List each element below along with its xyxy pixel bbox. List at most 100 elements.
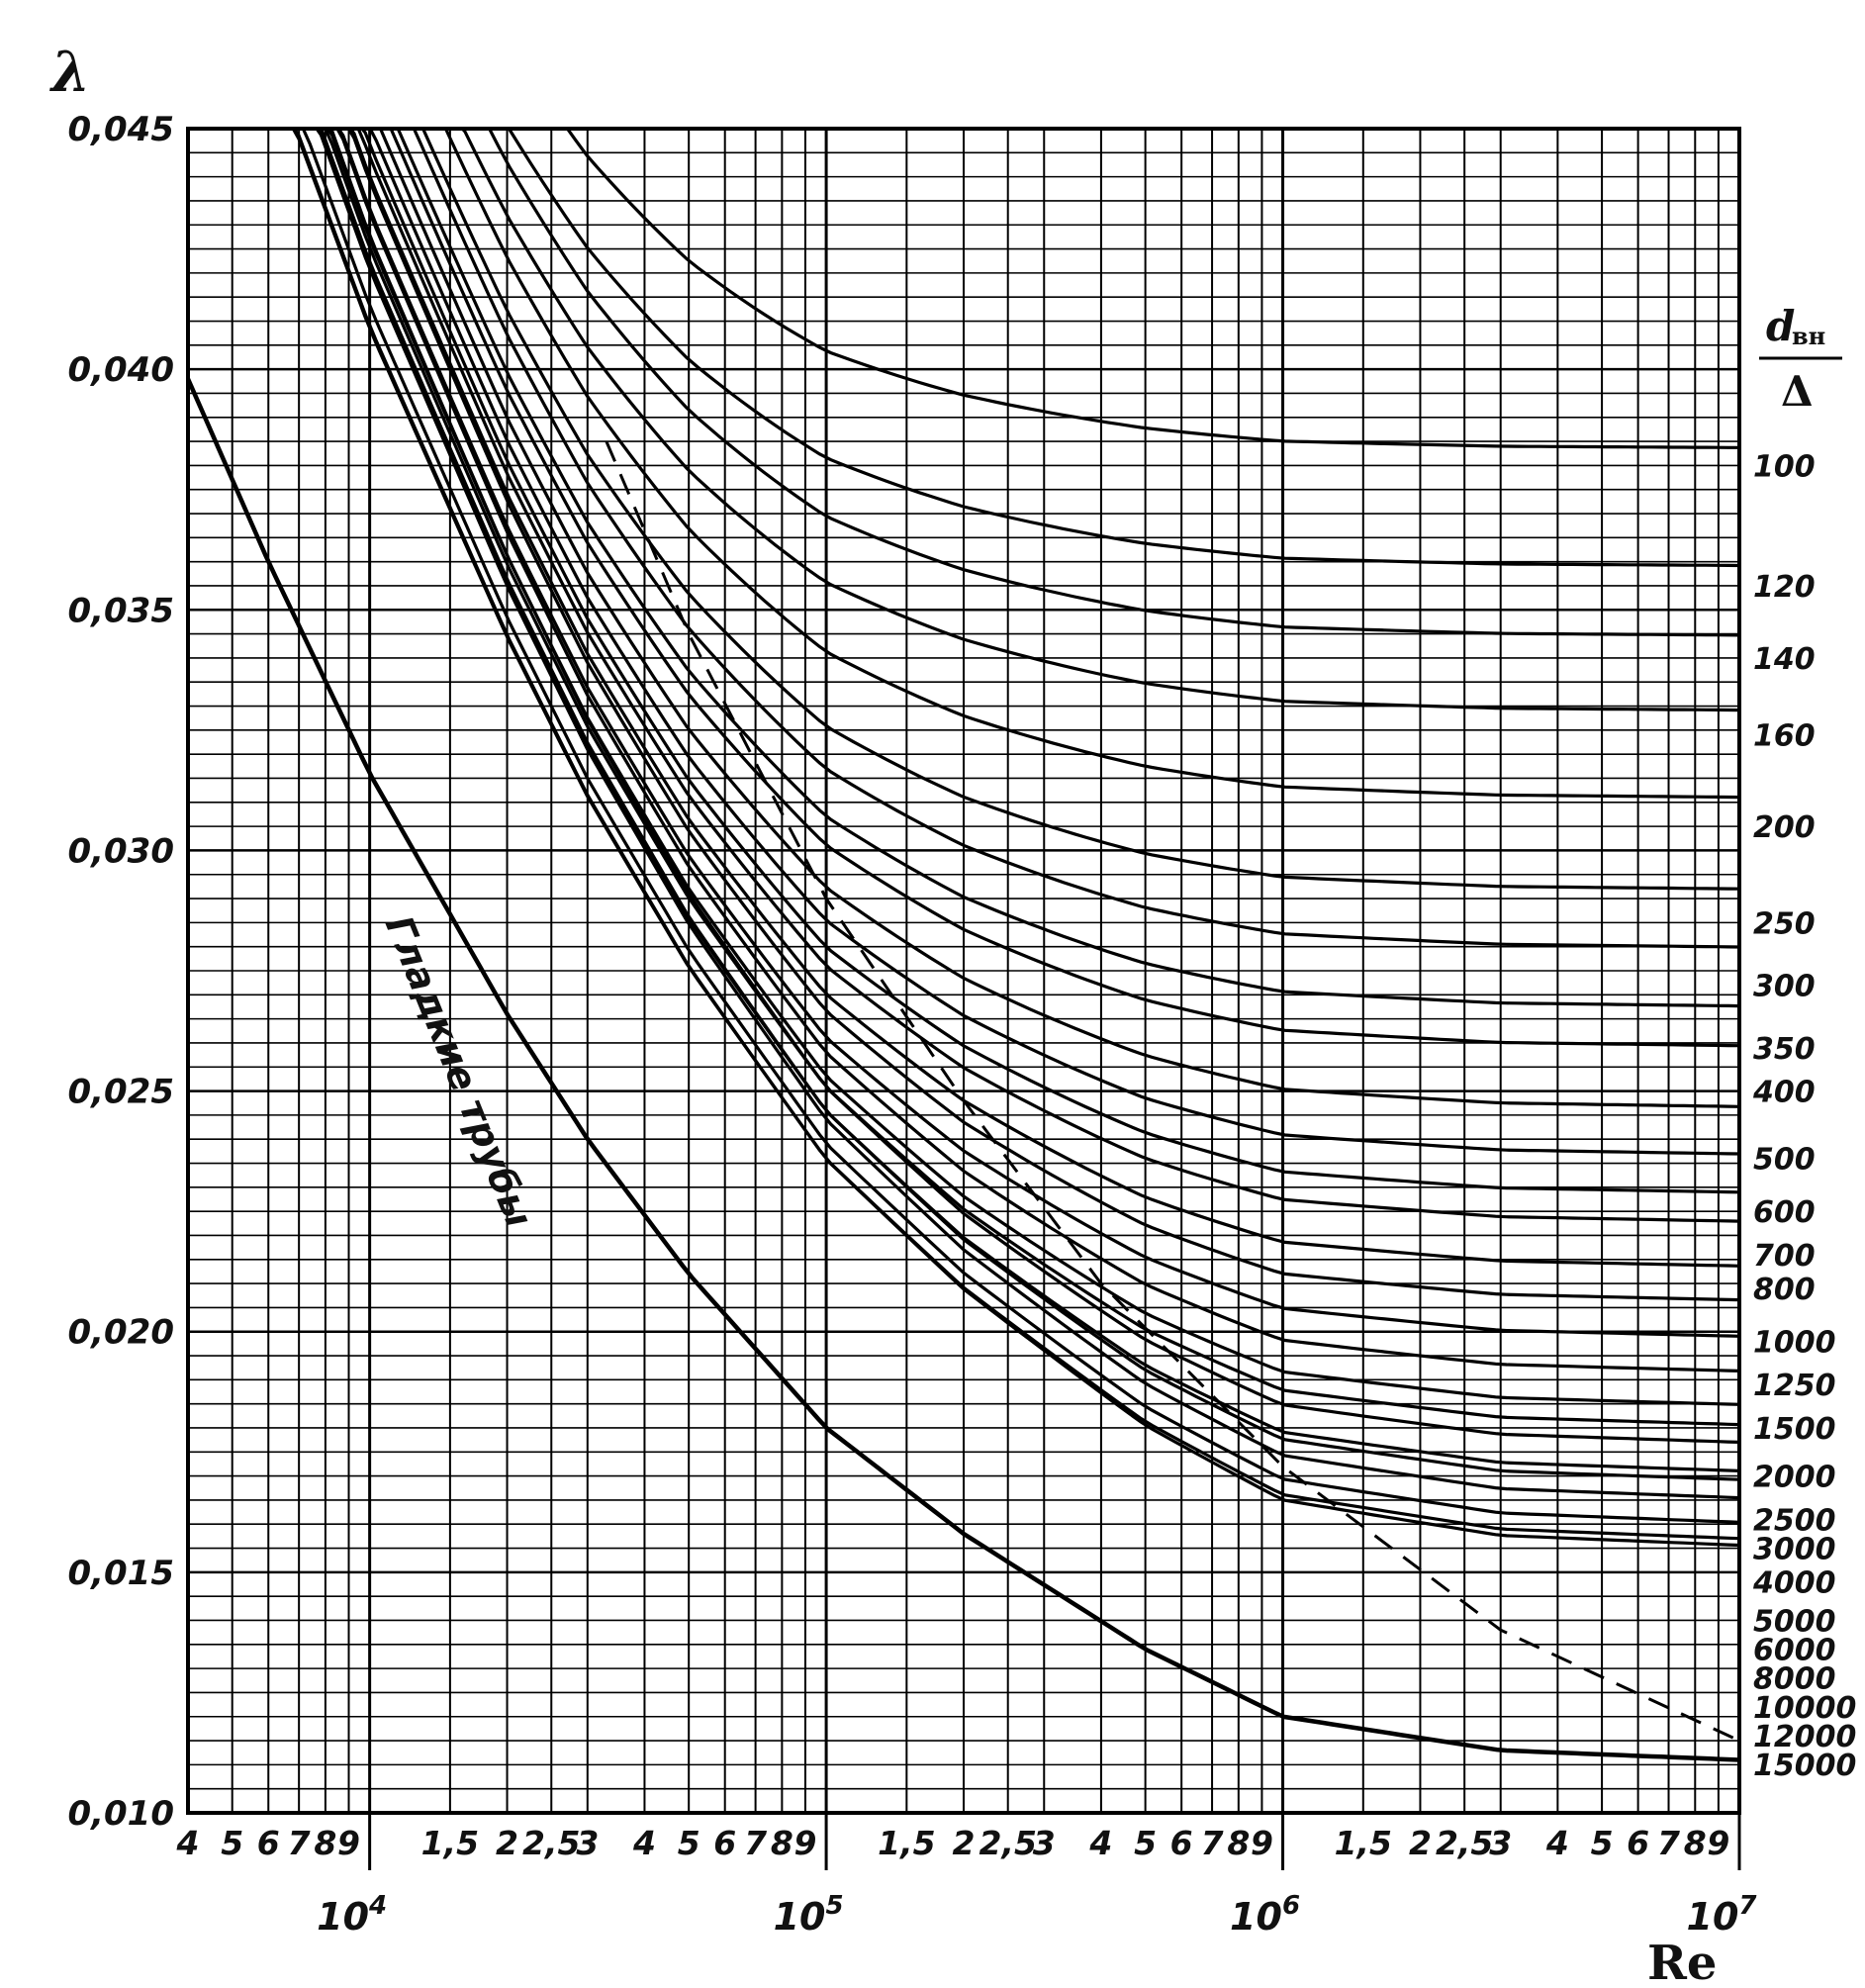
roughness-label: 5000 <box>1753 1604 1836 1639</box>
x-tick-label: 1,5 <box>1335 1824 1392 1862</box>
x-decade-labels: 104 105 106 107 <box>317 1813 1757 1939</box>
y-tick-label: 0,030 <box>67 831 174 871</box>
x-tick-label: 4 <box>176 1824 200 1862</box>
x-tick-label: 5 <box>221 1824 243 1862</box>
x-tick-label: 2 <box>1409 1824 1432 1862</box>
curve-400 <box>389 129 1739 1048</box>
y-tick-label: 0,035 <box>67 591 174 630</box>
roughness-label: 100 <box>1753 449 1816 484</box>
roughness-label: 400 <box>1752 1076 1816 1110</box>
curve-600 <box>368 129 1739 1156</box>
roughness-label: 160 <box>1753 719 1816 754</box>
x-tick-label: 8 <box>1684 1824 1707 1862</box>
curve-350 <box>395 129 1739 1008</box>
curve-700 <box>359 129 1739 1194</box>
curve-2000 <box>335 129 1739 1373</box>
roughness-label: 10000 <box>1753 1691 1856 1726</box>
x-tick-label: 4 <box>632 1824 656 1862</box>
x-tick-label: 7 <box>1657 1824 1680 1862</box>
x-tick-label: 2 <box>496 1824 518 1862</box>
x-tick-label: 6 <box>257 1824 280 1862</box>
curve-200 <box>443 129 1739 800</box>
x-tick-label: 7 <box>288 1824 311 1862</box>
curve-120 <box>506 129 1739 568</box>
x-tick-label: 4 <box>1088 1824 1112 1862</box>
roughness-label: 8000 <box>1753 1661 1836 1696</box>
roughness-curves <box>291 129 1739 1548</box>
x-tick-label: 9 <box>1707 1824 1729 1862</box>
x-tick-label: 1,5 <box>878 1824 935 1862</box>
curve-6000 <box>320 129 1739 1481</box>
roughness-label: 140 <box>1753 642 1816 677</box>
roughness-label: 6000 <box>1753 1633 1836 1667</box>
x-tick-label: 6 <box>1170 1824 1193 1862</box>
boundary-dashed-curve <box>605 440 1740 1743</box>
curve-4000 <box>327 129 1739 1444</box>
roughness-label: 600 <box>1753 1195 1816 1230</box>
x-tick-label: 6 <box>713 1824 736 1862</box>
roughness-label: 1000 <box>1753 1325 1836 1360</box>
x-tick-label: 6 <box>1627 1824 1649 1862</box>
x-tick-labels: 4 5 6 7 8 9 1,5 2 2,53 4 5 6 7 8 9 1,5 2 2,53 4 5 6 7 8 9 1,5 2 2,… <box>176 1824 1730 1862</box>
y-axis-title: λ <box>49 40 90 105</box>
roughness-label: 700 <box>1753 1239 1816 1274</box>
smooth-pipes-label: Гладкие трубы <box>377 909 541 1233</box>
roughness-label: 1250 <box>1753 1369 1836 1403</box>
x-decade-label: 105 <box>774 1891 844 1939</box>
curve-250 <box>420 129 1739 891</box>
x-tick-label: 2,5 <box>1436 1824 1493 1862</box>
right-axis-title-denominator: Δ <box>1781 367 1814 416</box>
roughness-label: 500 <box>1753 1143 1816 1178</box>
curve-3000 <box>323 129 1739 1427</box>
x-tick-label: 5 <box>678 1824 700 1862</box>
x-decade-label: 104 <box>317 1891 387 1939</box>
y-tick-labels: 0,010 0,015 0,020 0,025 0,030 0,035 0,040 0,045 <box>67 110 174 1834</box>
x-tick-label: 9 <box>337 1824 360 1862</box>
roughness-label: 800 <box>1753 1273 1816 1307</box>
y-tick-label: 0,010 <box>67 1794 174 1834</box>
curve-1500 <box>336 129 1739 1338</box>
roughness-label: 120 <box>1753 570 1816 605</box>
x-tick-label: 7 <box>1201 1824 1224 1862</box>
roughness-label: 250 <box>1753 906 1816 941</box>
roughness-label: 2500 <box>1753 1503 1836 1538</box>
roughness-label: 4000 <box>1752 1566 1836 1601</box>
y-tick-label: 0,025 <box>67 1073 174 1112</box>
smooth-pipes-curve <box>185 377 1740 1762</box>
right-axis-title: d вн Δ <box>1759 302 1842 416</box>
x-tick-label: 2,5 <box>979 1824 1036 1862</box>
x-tick-label: 8 <box>1227 1824 1250 1862</box>
roughness-label: 12000 <box>1753 1720 1856 1754</box>
curve-500 <box>378 129 1739 1108</box>
x-tick-label: 5 <box>1134 1824 1157 1862</box>
y-tick-label: 0,015 <box>67 1554 174 1593</box>
roughness-label: 300 <box>1753 970 1816 1004</box>
x-decade-label: 107 <box>1687 1891 1758 1939</box>
roughness-label: 15000 <box>1753 1749 1856 1783</box>
x-tick-label: 5 <box>1591 1824 1614 1862</box>
x-tick-label: 8 <box>771 1824 793 1862</box>
x-tick-label: 2,5 <box>522 1824 580 1862</box>
curve-10000 <box>301 129 1739 1524</box>
roughness-label: 200 <box>1753 810 1816 845</box>
roughness-label: 2000 <box>1753 1461 1836 1495</box>
curve-300 <box>412 129 1739 949</box>
x-tick-label: 3 <box>1489 1824 1512 1862</box>
y-tick-label: 0,040 <box>67 350 174 390</box>
x-tick-label: 7 <box>744 1824 767 1862</box>
curve-800 <box>356 129 1739 1223</box>
x-tick-label: 3 <box>576 1824 599 1862</box>
plot-frame <box>186 127 1741 1815</box>
curve-15000 <box>292 129 1739 1548</box>
y-tick-label: 0,020 <box>67 1313 174 1353</box>
roughness-label: 1500 <box>1753 1412 1836 1447</box>
curve-100 <box>565 129 1739 449</box>
x-tick-label: 4 <box>1545 1824 1569 1862</box>
curve-160 <box>460 129 1739 712</box>
roughness-label: 3000 <box>1753 1533 1836 1567</box>
right-axis-title-subscript: вн <box>1792 322 1825 350</box>
x-tick-label: 3 <box>1033 1824 1056 1862</box>
curve-8000 <box>315 129 1739 1500</box>
